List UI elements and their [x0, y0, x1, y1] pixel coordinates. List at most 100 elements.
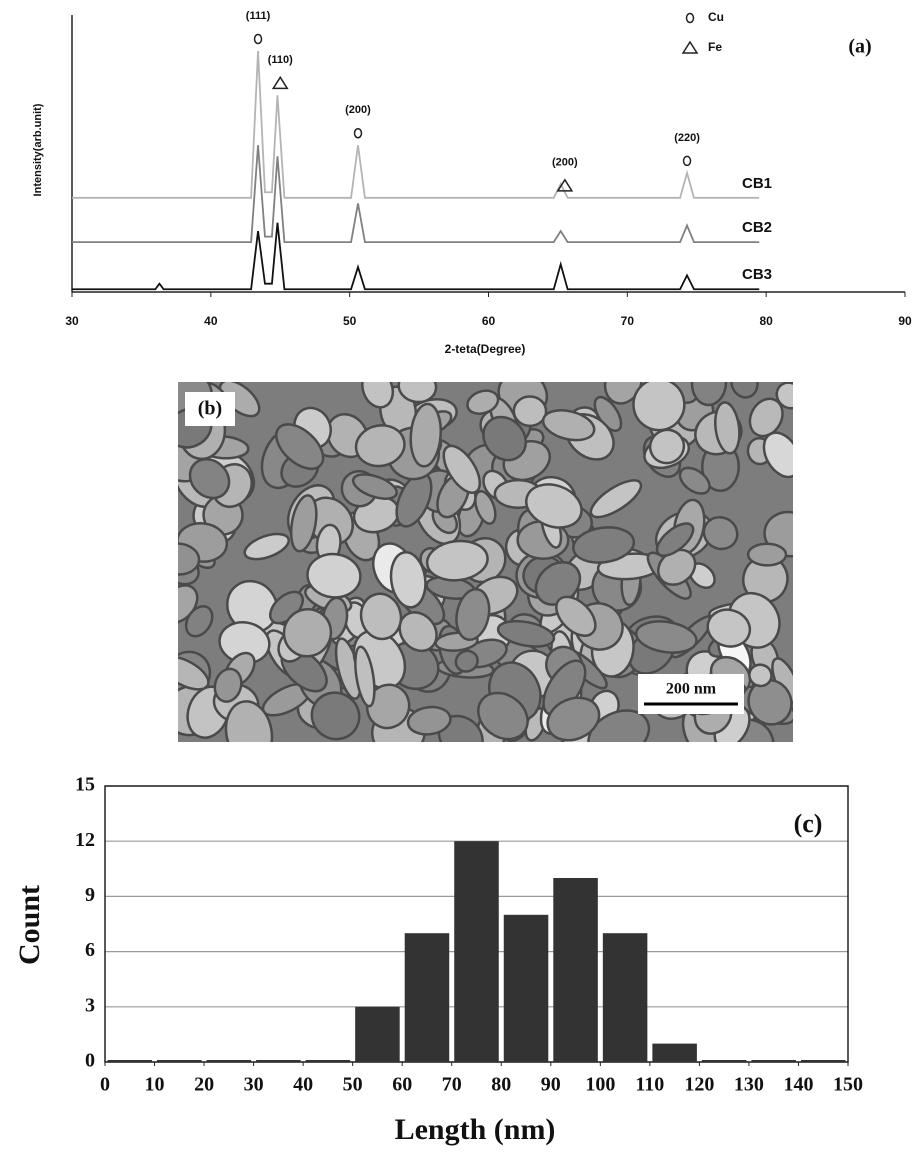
- bar: [206, 1060, 252, 1062]
- legend-symbol: [681, 40, 699, 54]
- y-axis-label: Count: [13, 885, 46, 965]
- grain: [306, 552, 362, 599]
- grain: [482, 415, 527, 462]
- bar: [800, 1060, 846, 1062]
- x-tick-label: 150: [833, 1074, 863, 1096]
- bar: [652, 1043, 697, 1062]
- series-label: CB1: [742, 175, 772, 192]
- grain: [359, 592, 403, 641]
- grain: [690, 382, 728, 407]
- grain: [541, 409, 596, 442]
- grain: [289, 494, 318, 553]
- xrd-line: [72, 50, 760, 199]
- x-tick-label: 30: [244, 1074, 264, 1096]
- peak-label: (111): [246, 10, 271, 22]
- grain: [184, 605, 214, 638]
- x-tick-label: 80: [491, 1074, 511, 1096]
- x-tick-label: 80: [759, 314, 773, 328]
- panel-label: (b): [198, 398, 222, 420]
- y-tick-label: 3: [85, 994, 95, 1016]
- grain: [512, 395, 548, 428]
- grain: [425, 539, 489, 582]
- grain: [706, 608, 752, 648]
- grain: [702, 516, 739, 551]
- grain: [409, 402, 443, 468]
- grain: [397, 382, 438, 404]
- grain: [678, 466, 711, 495]
- grain: [746, 542, 788, 567]
- grain: [762, 431, 793, 479]
- bar: [553, 878, 598, 1062]
- x-tick-label: 140: [783, 1074, 813, 1096]
- bar: [404, 933, 450, 1062]
- sem-image: (b) 200 nm: [178, 382, 793, 742]
- x-tick-label: 60: [392, 1074, 412, 1096]
- x-axis-label: 2-teta(Degree): [445, 342, 526, 356]
- grain: [188, 458, 231, 500]
- legend-label: Fe: [708, 40, 722, 54]
- x-tick-label: 90: [898, 314, 912, 328]
- peak-label: (220): [674, 132, 700, 144]
- peak-marker: [271, 75, 289, 90]
- grain: [748, 663, 773, 688]
- series-label: CB2: [742, 219, 772, 236]
- x-tick-label: 10: [145, 1074, 165, 1096]
- peak-marker: [253, 33, 263, 45]
- scale-bar-box: [638, 674, 744, 714]
- grain: [351, 473, 398, 500]
- y-tick-label: 12: [75, 829, 95, 851]
- grain: [466, 389, 500, 415]
- bar: [602, 933, 648, 1062]
- grain: [542, 659, 587, 717]
- grain: [282, 607, 333, 658]
- bar: [107, 1060, 153, 1062]
- grain: [398, 611, 438, 653]
- grain: [224, 700, 274, 742]
- x-tick-label: 20: [194, 1074, 214, 1096]
- peak-label: (110): [268, 54, 293, 66]
- y-axis-label: Intensity(arb.unit): [32, 103, 44, 196]
- grain: [361, 382, 395, 409]
- xrd-line: [72, 222, 760, 291]
- panel-label-box: [185, 392, 235, 426]
- y-tick-label: 9: [85, 884, 95, 906]
- bar: [454, 841, 499, 1062]
- x-tick-label: 90: [541, 1074, 561, 1096]
- grain: [496, 619, 556, 648]
- grain: [178, 542, 201, 576]
- grain: [310, 691, 361, 741]
- grain: [589, 479, 643, 519]
- peak-marker: [682, 155, 692, 167]
- grain: [634, 620, 698, 654]
- grain: [389, 551, 427, 609]
- x-tick-label: 40: [204, 314, 218, 328]
- xrd-line: [72, 145, 760, 244]
- peak-marker: [556, 178, 574, 192]
- bar: [751, 1060, 796, 1062]
- panel-label: (c): [794, 809, 823, 838]
- bar: [503, 914, 549, 1062]
- grain: [477, 691, 529, 741]
- grain: [178, 655, 210, 691]
- bar: [157, 1060, 202, 1062]
- grain: [474, 490, 497, 525]
- x-tick-label: 70: [442, 1074, 462, 1096]
- grain: [226, 579, 279, 634]
- peak-marker: [353, 127, 363, 139]
- y-tick-label: 0: [85, 1050, 95, 1072]
- grain: [546, 696, 601, 742]
- grain: [455, 587, 491, 641]
- grain: [243, 532, 290, 561]
- y-tick-label: 15: [75, 774, 95, 796]
- grain: [748, 397, 784, 438]
- grain: [442, 444, 482, 494]
- grain: [454, 649, 479, 673]
- x-tick-label: 0: [100, 1074, 110, 1096]
- bar: [701, 1060, 747, 1062]
- grain: [729, 382, 759, 399]
- legend-label: Cu: [708, 10, 724, 24]
- grain: [354, 645, 376, 708]
- bar: [256, 1060, 301, 1062]
- x-tick-label: 120: [684, 1074, 714, 1096]
- grain: [648, 428, 686, 465]
